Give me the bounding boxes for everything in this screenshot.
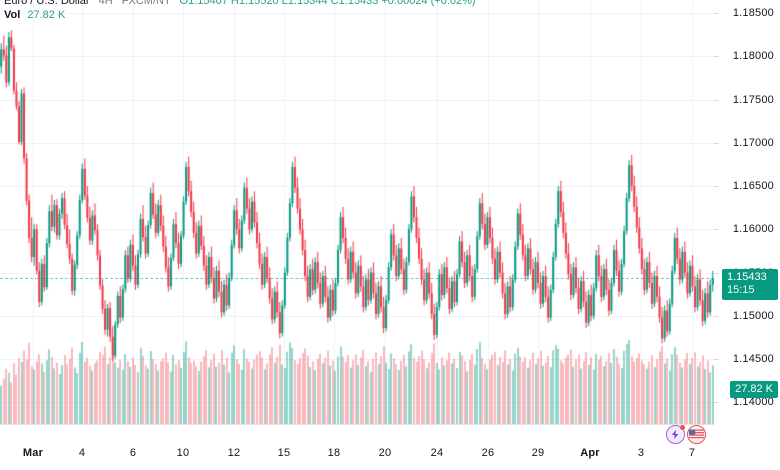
price-tick-dash	[714, 12, 719, 14]
price-axis-label: 1.18500	[732, 6, 774, 19]
current-price-line	[0, 278, 714, 280]
price-axis-label: 1.14500	[732, 353, 774, 366]
axis-divider-horizontal	[0, 424, 780, 425]
exchange-label: FXCM/NT	[121, 0, 171, 7]
date-axis-label: 29	[531, 447, 545, 459]
date-axis-label: 18	[327, 447, 341, 459]
volume-value: 27.82 K	[27, 9, 66, 21]
date-axis[interactable]: Mar 4 6 10 12 15 18 20 24 26 29 Apr 3 7	[0, 424, 780, 470]
interval-label[interactable]: 4H	[98, 0, 113, 7]
price-axis-label: 1.15000	[732, 309, 774, 322]
price-tick-dash	[714, 99, 719, 101]
price-axis[interactable]: 1.18500 1.18000 1.17500 1.17000 1.16500 1.160…	[714, 0, 780, 470]
date-axis-label: 6	[129, 447, 137, 459]
candlestick-canvas[interactable]	[0, 0, 714, 424]
price-tick-dash	[714, 315, 719, 317]
chart-legend: Euro / U.S. Dollar 4H FXCM/NT O1.15407 H…	[4, 0, 476, 22]
date-axis-label: 12	[227, 447, 241, 459]
date-axis-label: 24	[430, 447, 444, 459]
date-axis-label: 26	[481, 447, 495, 459]
price-tick-dash	[714, 402, 719, 404]
price-axis-label: 1.14000	[732, 396, 774, 409]
chart-event-badges	[666, 425, 706, 444]
date-axis-label: 20	[378, 447, 392, 459]
date-axis-label: Apr	[580, 447, 600, 459]
price-tick-dash	[714, 142, 719, 144]
price-tick-dash	[714, 272, 719, 274]
price-tick-dash	[714, 56, 719, 58]
date-axis-label: 10	[176, 447, 190, 459]
date-axis-label: 15	[277, 447, 291, 459]
price-tick-dash	[714, 229, 719, 231]
current-volume-badge[interactable]: 27.82 K	[730, 381, 778, 399]
price-tick-dash	[714, 359, 719, 361]
price-axis-label: 1.18000	[732, 50, 774, 63]
current-price-badge[interactable]: 1.15433 15:15	[722, 269, 778, 301]
price-axis-label: 1.17000	[732, 136, 774, 149]
date-axis-label: 7	[688, 447, 696, 459]
price-axis-label: 1.16500	[732, 180, 774, 193]
current-price-value: 1.15433	[727, 271, 767, 284]
date-axis-label: Mar	[22, 447, 44, 459]
price-axis-label: 1.17500	[732, 93, 774, 106]
price-tick-dash	[714, 186, 719, 188]
lightning-bolt-icon[interactable]	[666, 425, 685, 444]
symbol-name[interactable]: Euro / U.S. Dollar	[4, 0, 90, 7]
notification-dot-icon	[680, 425, 685, 430]
ohlc-values: O1.15407 H1.15520 L1.15344 C1.15433 +0.0…	[179, 0, 476, 7]
price-axis-label: 1.16000	[732, 223, 774, 236]
legend-main-row: Euro / U.S. Dollar 4H FXCM/NT O1.15407 H…	[4, 0, 476, 7]
legend-volume-row: Vol 27.82 K	[4, 8, 476, 22]
plot-area[interactable]	[0, 0, 714, 424]
us-flag-icon[interactable]	[687, 425, 706, 444]
volume-label: Vol	[4, 9, 21, 21]
date-axis-label: 3	[637, 447, 645, 459]
date-axis-label: 4	[78, 447, 86, 459]
current-price-time: 15:15	[727, 284, 755, 297]
